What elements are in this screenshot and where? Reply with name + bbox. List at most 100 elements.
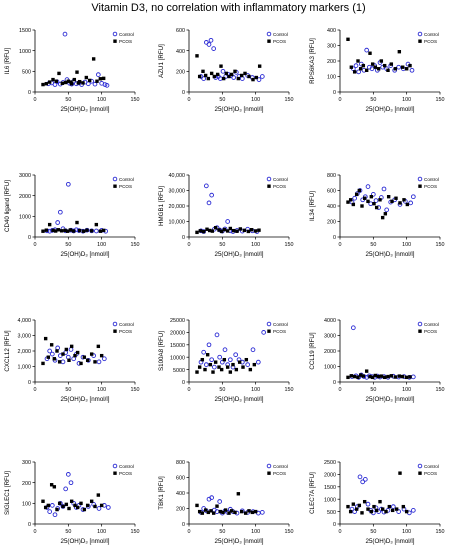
data-point-pcos	[378, 198, 382, 202]
data-point-control	[384, 207, 390, 213]
data-point-pcos	[348, 198, 353, 202]
legend-marker-pcos	[418, 39, 422, 43]
data-point-pcos	[229, 509, 234, 513]
data-point-pcos	[346, 504, 350, 509]
data-point-pcos	[374, 205, 379, 210]
data-point-pcos	[236, 76, 241, 81]
y-axis-label: CD40 ligand [RFU]	[4, 180, 11, 232]
x-tick-label: 50	[219, 97, 225, 103]
data-point-pcos	[369, 195, 374, 199]
data-point-control	[220, 68, 226, 74]
data-point-pcos	[237, 360, 242, 364]
data-point-pcos	[225, 229, 230, 233]
data-point-pcos	[206, 510, 211, 515]
data-point-pcos	[75, 350, 80, 355]
data-point-pcos	[376, 67, 381, 71]
y-tick-label: 800	[327, 173, 336, 179]
data-point-pcos	[94, 222, 99, 227]
data-point-pcos	[64, 502, 69, 507]
x-tick-label: 100	[251, 387, 260, 393]
x-axis-label: 25(OH)D₃ [nmol/l]	[61, 396, 110, 403]
data-point-pcos	[84, 75, 89, 80]
data-point-pcos	[351, 502, 356, 506]
x-axis-label: 25(OH)D₃ [nmol/l]	[215, 106, 264, 113]
data-point-pcos	[246, 229, 251, 234]
data-point-control	[352, 195, 358, 201]
data-point-pcos	[46, 355, 51, 359]
data-point-pcos	[89, 499, 94, 503]
data-point-pcos	[368, 51, 372, 55]
legend-marker-pcos	[267, 184, 271, 188]
x-tick-label: 0	[188, 242, 191, 248]
x-tick-label: 100	[97, 529, 106, 535]
data-point-control	[211, 364, 217, 370]
data-point-pcos	[400, 374, 405, 379]
x-tick-label: 150	[131, 97, 140, 103]
data-point-pcos	[362, 499, 367, 504]
data-point-pcos	[223, 508, 228, 512]
data-point-pcos	[75, 220, 79, 225]
data-point-control	[390, 504, 396, 509]
y-tick-label: 600	[176, 28, 185, 34]
data-point-pcos	[254, 75, 259, 80]
data-point-control	[101, 356, 107, 362]
data-point-pcos	[51, 228, 55, 233]
data-point-control	[96, 359, 102, 365]
data-point-control	[49, 503, 55, 508]
data-point-control	[360, 479, 366, 485]
data-point-control	[259, 510, 265, 515]
data-point-pcos	[215, 504, 219, 508]
y-tick-label: 1,000	[18, 365, 32, 371]
x-tick-label: 0	[339, 242, 342, 248]
y-tick-label: 600	[327, 189, 336, 195]
data-point-pcos	[49, 483, 54, 487]
legend-marker-pcos	[418, 471, 422, 475]
data-point-pcos	[244, 357, 249, 362]
y-tick-label: 400	[176, 491, 185, 497]
data-point-pcos	[96, 493, 101, 497]
x-tick-label: 0	[188, 529, 191, 535]
y-tick-label: 1000	[19, 49, 31, 55]
data-point-pcos	[374, 508, 379, 513]
x-tick-label: 50	[65, 97, 71, 103]
scatter-panel: 0 500 1000 1500 2000 2500 0 50 100 150 25(OH)D₃ [n…	[309, 460, 445, 545]
legend-marker-pcos	[113, 329, 117, 333]
data-point-pcos	[207, 228, 212, 233]
y-tick-label: 2500	[324, 460, 336, 466]
data-point-control	[55, 220, 61, 225]
y-axis-label: RPS6KA3 [RFU]	[309, 38, 316, 84]
legend-label-pcos: PCOS	[273, 184, 286, 189]
data-point-pcos	[394, 507, 399, 511]
data-point-pcos	[69, 344, 74, 349]
legend-marker-control	[266, 463, 272, 469]
data-point-pcos	[64, 347, 69, 352]
data-point-pcos	[376, 374, 381, 379]
y-tick-label: 4,000	[18, 318, 32, 324]
data-point-pcos	[243, 71, 247, 76]
x-axis-label: 25(OH)D₃ [nmol/l]	[366, 251, 415, 258]
data-point-pcos	[360, 511, 364, 515]
data-point-pcos	[99, 353, 104, 358]
y-tick-label: 0	[333, 90, 336, 96]
data-point-pcos	[404, 375, 409, 380]
legend-label-pcos: PCOS	[119, 329, 132, 334]
scatter-panel: 0 1000 2000 3000 0 50 100 150 25(OH)D₃ [nmol/l] C…	[4, 173, 140, 258]
data-point-control	[96, 506, 102, 511]
data-point-pcos	[47, 80, 52, 84]
data-point-control	[410, 508, 416, 513]
data-point-control	[105, 505, 111, 510]
data-point-pcos	[205, 353, 210, 357]
data-point-pcos	[208, 362, 213, 367]
legend-label-pcos: PCOS	[119, 39, 132, 44]
x-tick-label: 0	[34, 242, 37, 248]
legend-marker-control	[417, 31, 423, 37]
data-point-pcos	[91, 57, 96, 61]
x-tick-label: 150	[436, 97, 445, 103]
x-axis-label: 25(OH)D₃ [nmol/l]	[366, 106, 415, 113]
y-tick-label: 300	[22, 460, 31, 466]
y-tick-label: 0	[182, 235, 185, 241]
data-point-pcos	[218, 509, 223, 514]
y-axis-label: AZU1 [RFU]	[158, 44, 165, 78]
y-tick-label: 1500	[324, 485, 336, 491]
data-point-pcos	[253, 509, 258, 514]
